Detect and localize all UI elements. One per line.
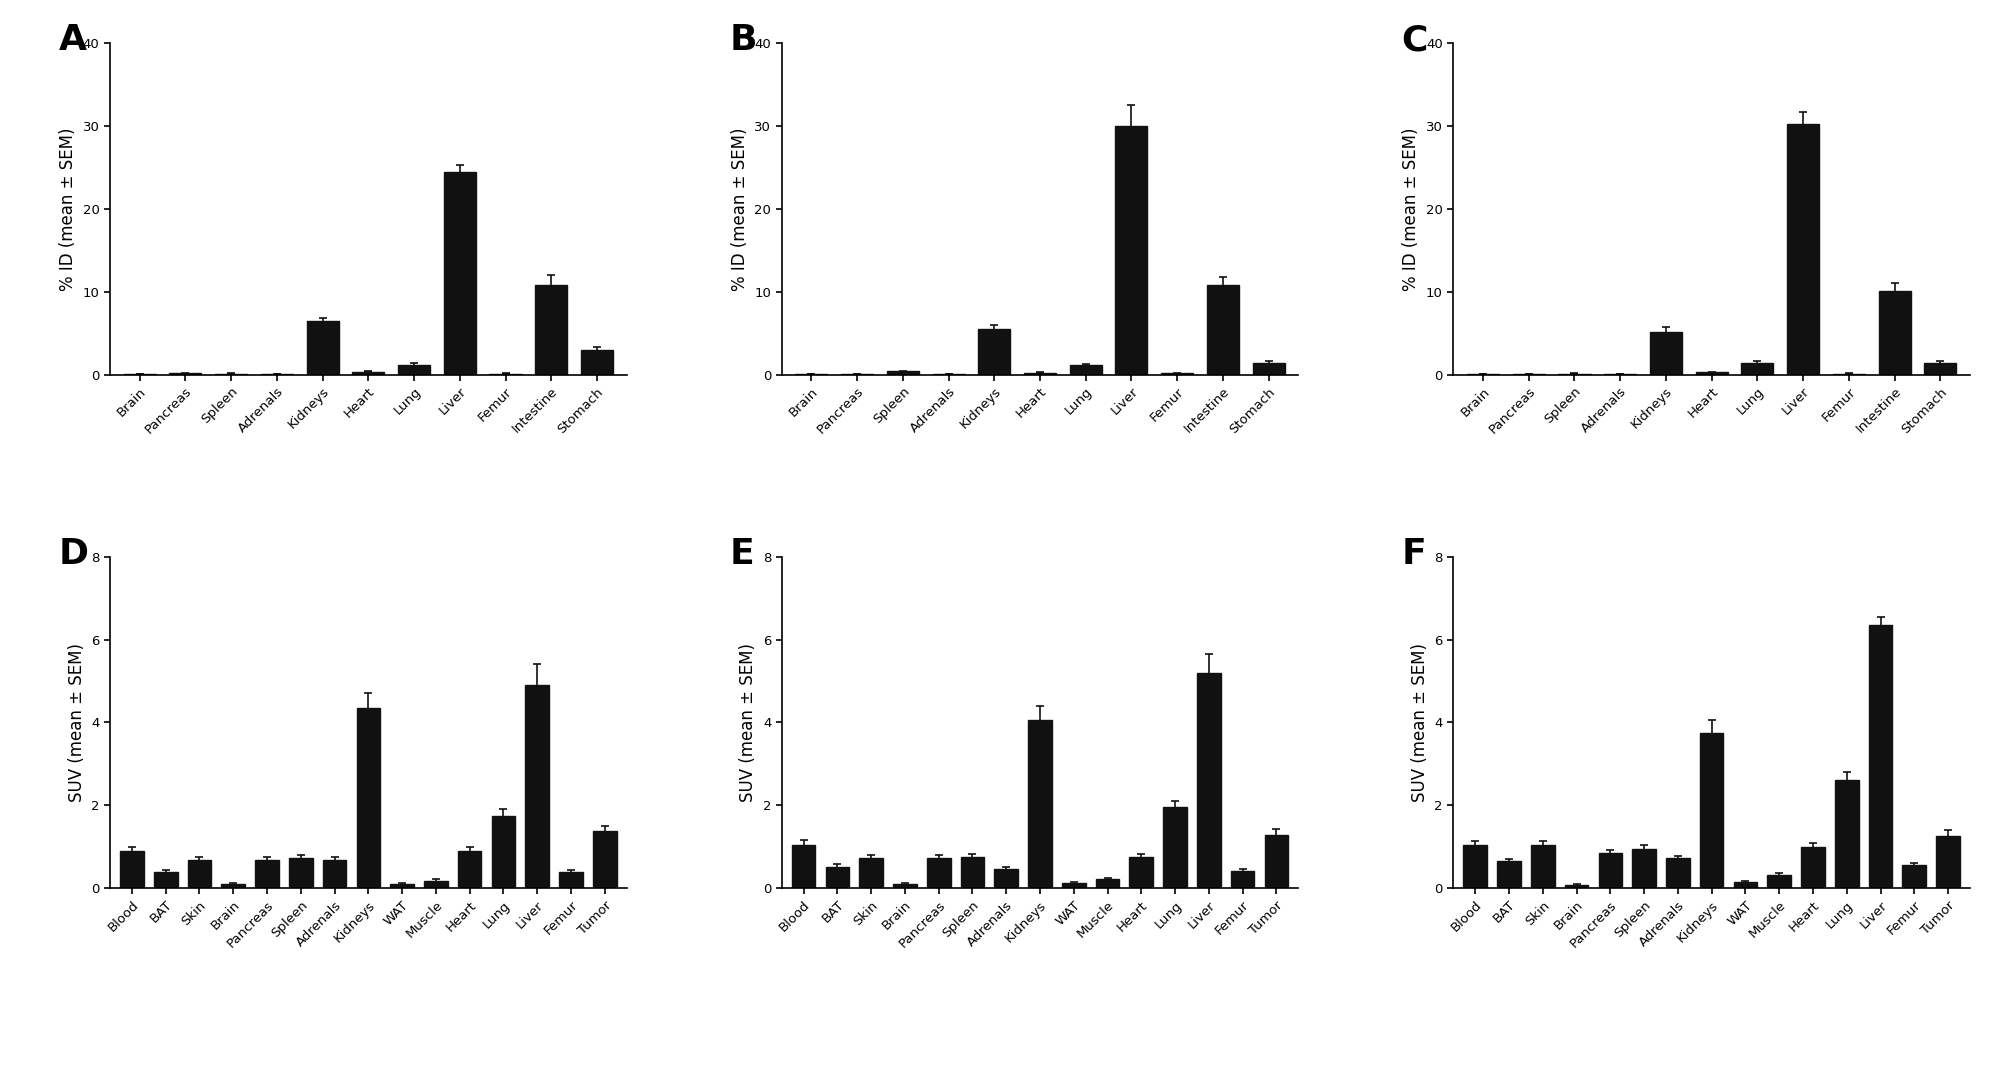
Bar: [120, 851, 144, 888]
Bar: [1252, 363, 1284, 375]
Y-axis label: % ID (mean ± SEM): % ID (mean ± SEM): [1402, 127, 1420, 290]
Y-axis label: SUV (mean ± SEM): SUV (mean ± SEM): [740, 643, 758, 801]
Bar: [170, 374, 202, 375]
Text: B: B: [730, 24, 758, 57]
Y-axis label: % ID (mean ± SEM): % ID (mean ± SEM): [60, 127, 78, 290]
Bar: [1650, 331, 1682, 375]
Y-axis label: % ID (mean ± SEM): % ID (mean ± SEM): [730, 127, 748, 290]
Text: A: A: [58, 24, 86, 57]
Bar: [154, 872, 178, 888]
Bar: [1742, 363, 1774, 375]
Bar: [1834, 781, 1858, 888]
Bar: [1632, 849, 1656, 888]
Text: F: F: [1402, 537, 1426, 571]
Text: C: C: [1402, 24, 1428, 57]
Bar: [398, 365, 430, 375]
Text: D: D: [58, 537, 88, 571]
Bar: [1130, 857, 1154, 888]
Bar: [886, 371, 918, 375]
Bar: [1230, 872, 1254, 888]
Bar: [1902, 865, 1926, 888]
Bar: [1164, 807, 1186, 888]
Bar: [1264, 835, 1288, 888]
Bar: [306, 321, 338, 375]
Bar: [1162, 374, 1194, 375]
Y-axis label: SUV (mean ± SEM): SUV (mean ± SEM): [68, 643, 86, 801]
Bar: [826, 866, 850, 888]
Bar: [560, 872, 582, 888]
Bar: [356, 708, 380, 888]
Bar: [444, 172, 476, 375]
Bar: [1734, 882, 1758, 888]
Bar: [860, 858, 882, 888]
Bar: [322, 860, 346, 888]
Bar: [1096, 879, 1120, 888]
Bar: [256, 860, 278, 888]
Bar: [1768, 875, 1792, 888]
Bar: [894, 884, 916, 888]
Bar: [1024, 373, 1056, 375]
Bar: [580, 350, 612, 375]
Bar: [1598, 853, 1622, 888]
Bar: [492, 815, 516, 888]
Bar: [592, 831, 616, 888]
Bar: [1198, 673, 1220, 888]
Bar: [1206, 285, 1238, 375]
Bar: [188, 860, 212, 888]
Bar: [1868, 625, 1892, 888]
Bar: [792, 845, 816, 888]
Bar: [390, 884, 414, 888]
Bar: [458, 851, 482, 888]
Bar: [1802, 847, 1824, 888]
Text: E: E: [730, 537, 754, 571]
Bar: [1464, 845, 1488, 888]
Bar: [1564, 885, 1588, 888]
Bar: [926, 858, 950, 888]
Bar: [994, 870, 1018, 888]
Bar: [1788, 125, 1820, 375]
Bar: [1028, 720, 1052, 888]
Bar: [978, 329, 1010, 375]
Bar: [1498, 861, 1520, 888]
Bar: [1116, 126, 1148, 375]
Bar: [424, 880, 448, 888]
Bar: [1062, 883, 1086, 888]
Bar: [288, 858, 312, 888]
Bar: [1700, 733, 1724, 888]
Bar: [1070, 365, 1102, 375]
Bar: [536, 285, 568, 375]
Bar: [222, 884, 246, 888]
Bar: [352, 371, 384, 375]
Y-axis label: SUV (mean ± SEM): SUV (mean ± SEM): [1410, 643, 1428, 801]
Bar: [1696, 373, 1728, 375]
Bar: [1878, 291, 1910, 375]
Bar: [1936, 836, 1960, 888]
Bar: [1924, 363, 1956, 375]
Bar: [960, 857, 984, 888]
Bar: [526, 686, 548, 888]
Bar: [1666, 858, 1690, 888]
Bar: [1532, 845, 1554, 888]
